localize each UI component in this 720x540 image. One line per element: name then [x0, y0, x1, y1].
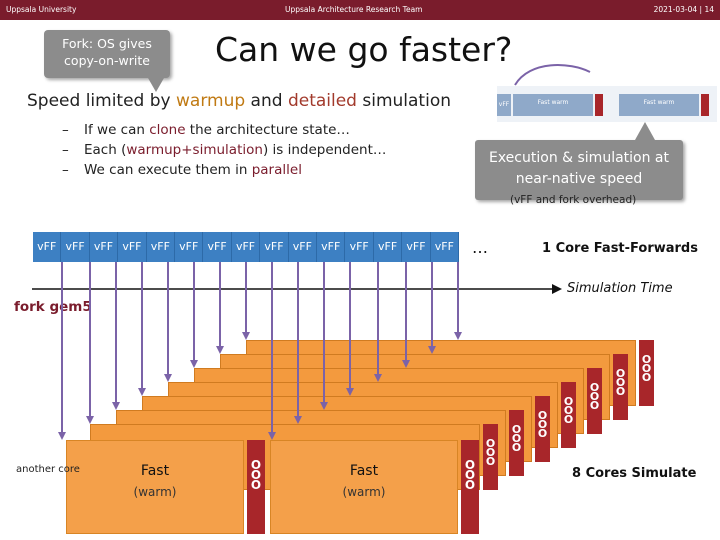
- thumb-ooo-block-1: [595, 94, 603, 116]
- vff-cell: vFF: [175, 232, 204, 262]
- overhead-note: (vFF and fork overhead): [510, 194, 637, 206]
- another-core-label: another core: [16, 464, 80, 475]
- vff-cell: vFF: [231, 232, 261, 262]
- vff-cell: vFF: [89, 232, 119, 262]
- vff-cell: vFF: [430, 232, 460, 262]
- bullet-dash: –: [62, 122, 69, 138]
- subtitle-warmup: warmup: [176, 91, 246, 111]
- bullet-accent: clone: [149, 122, 186, 138]
- bullet-text: If we can: [84, 122, 150, 138]
- subtitle: Speed limited by warmup and detailed sim…: [27, 91, 451, 111]
- bullet-accent: parallel: [251, 162, 302, 178]
- vff-cell: vFF: [61, 232, 90, 262]
- fork-gem5-label: fork gem5: [14, 299, 92, 315]
- bullet-text: ) is independent…: [262, 142, 387, 158]
- subtitle-mid: and: [245, 91, 288, 111]
- execution-callout: Execution & simulation at near-native sp…: [475, 122, 683, 200]
- vff-cell: vFF: [317, 232, 346, 262]
- timeline-thumbnail: vFF Fast warm Fast warm: [497, 86, 717, 122]
- vff-strip: vFF vFF vFF vFF vFF vFF vFF vFF vFF vFF …: [33, 232, 460, 262]
- vff-cell: vFF: [345, 232, 374, 262]
- bullet-text: We can execute them in: [84, 162, 252, 178]
- header-date-page: 2021-03-04 | 14: [653, 5, 714, 14]
- bullet-item: – If we can clone the architecture state…: [62, 120, 386, 140]
- thumb-ooo-block-2: [701, 94, 709, 116]
- fork-callout: Fork: OS gives copy-on-write: [44, 30, 170, 92]
- header-university: Uppsala University: [6, 5, 77, 14]
- vff-cell: vFF: [203, 232, 232, 262]
- simulation-time-label: Simulation Time: [567, 281, 673, 296]
- thumb-fast-block-2: Fast warm: [619, 94, 699, 116]
- bullet-text: the architecture state…: [185, 122, 350, 138]
- fast-warm-block-1: Fast (warm): [66, 440, 244, 534]
- bullet-item: – Each (warmup+simulation) is independent…: [62, 140, 386, 160]
- fast-label: Fast: [349, 463, 379, 479]
- subtitle-post: simulation: [356, 91, 451, 111]
- header-team: Uppsala Architecture Research Team: [285, 5, 423, 14]
- subtitle-pre: Speed limited by: [27, 91, 176, 111]
- slide-title: Can we go faster?: [215, 30, 513, 69]
- warm-label: (warm): [133, 485, 177, 499]
- ellipsis: …: [472, 238, 488, 257]
- vff-cell: vFF: [260, 232, 289, 262]
- bullet-dash: –: [62, 142, 69, 158]
- subtitle-detailed: detailed: [287, 91, 357, 111]
- fast-warm-block-2: Fast (warm): [270, 440, 458, 534]
- thumb-fast-block-1: Fast warm: [513, 94, 593, 116]
- vff-cell: vFF: [33, 232, 62, 262]
- vff-cell: vFF: [373, 232, 403, 262]
- vff-cell: vFF: [146, 232, 176, 262]
- vff-cell: vFF: [402, 232, 431, 262]
- bullet-accent: warmup+simulation: [126, 142, 263, 158]
- bullet-text: Each (: [84, 142, 127, 158]
- vff-cell: vFF: [118, 232, 147, 262]
- fast-forward-label: 1 Core Fast-Forwards: [542, 241, 698, 256]
- header-bar: Uppsala University Uppsala Architecture …: [0, 0, 720, 20]
- bullet-dash: –: [62, 162, 69, 178]
- warm-label: (warm): [342, 485, 386, 499]
- bullet-list: – If we can clone the architecture state……: [62, 120, 386, 180]
- eight-cores-label: 8 Cores Simulate: [572, 466, 697, 481]
- curved-arrow: [514, 64, 591, 86]
- vff-cell: vFF: [288, 232, 318, 262]
- fast-label: Fast: [140, 463, 170, 479]
- bullet-item: – We can execute them in parallel: [62, 160, 386, 180]
- thumb-vff-block: vFF: [497, 94, 511, 116]
